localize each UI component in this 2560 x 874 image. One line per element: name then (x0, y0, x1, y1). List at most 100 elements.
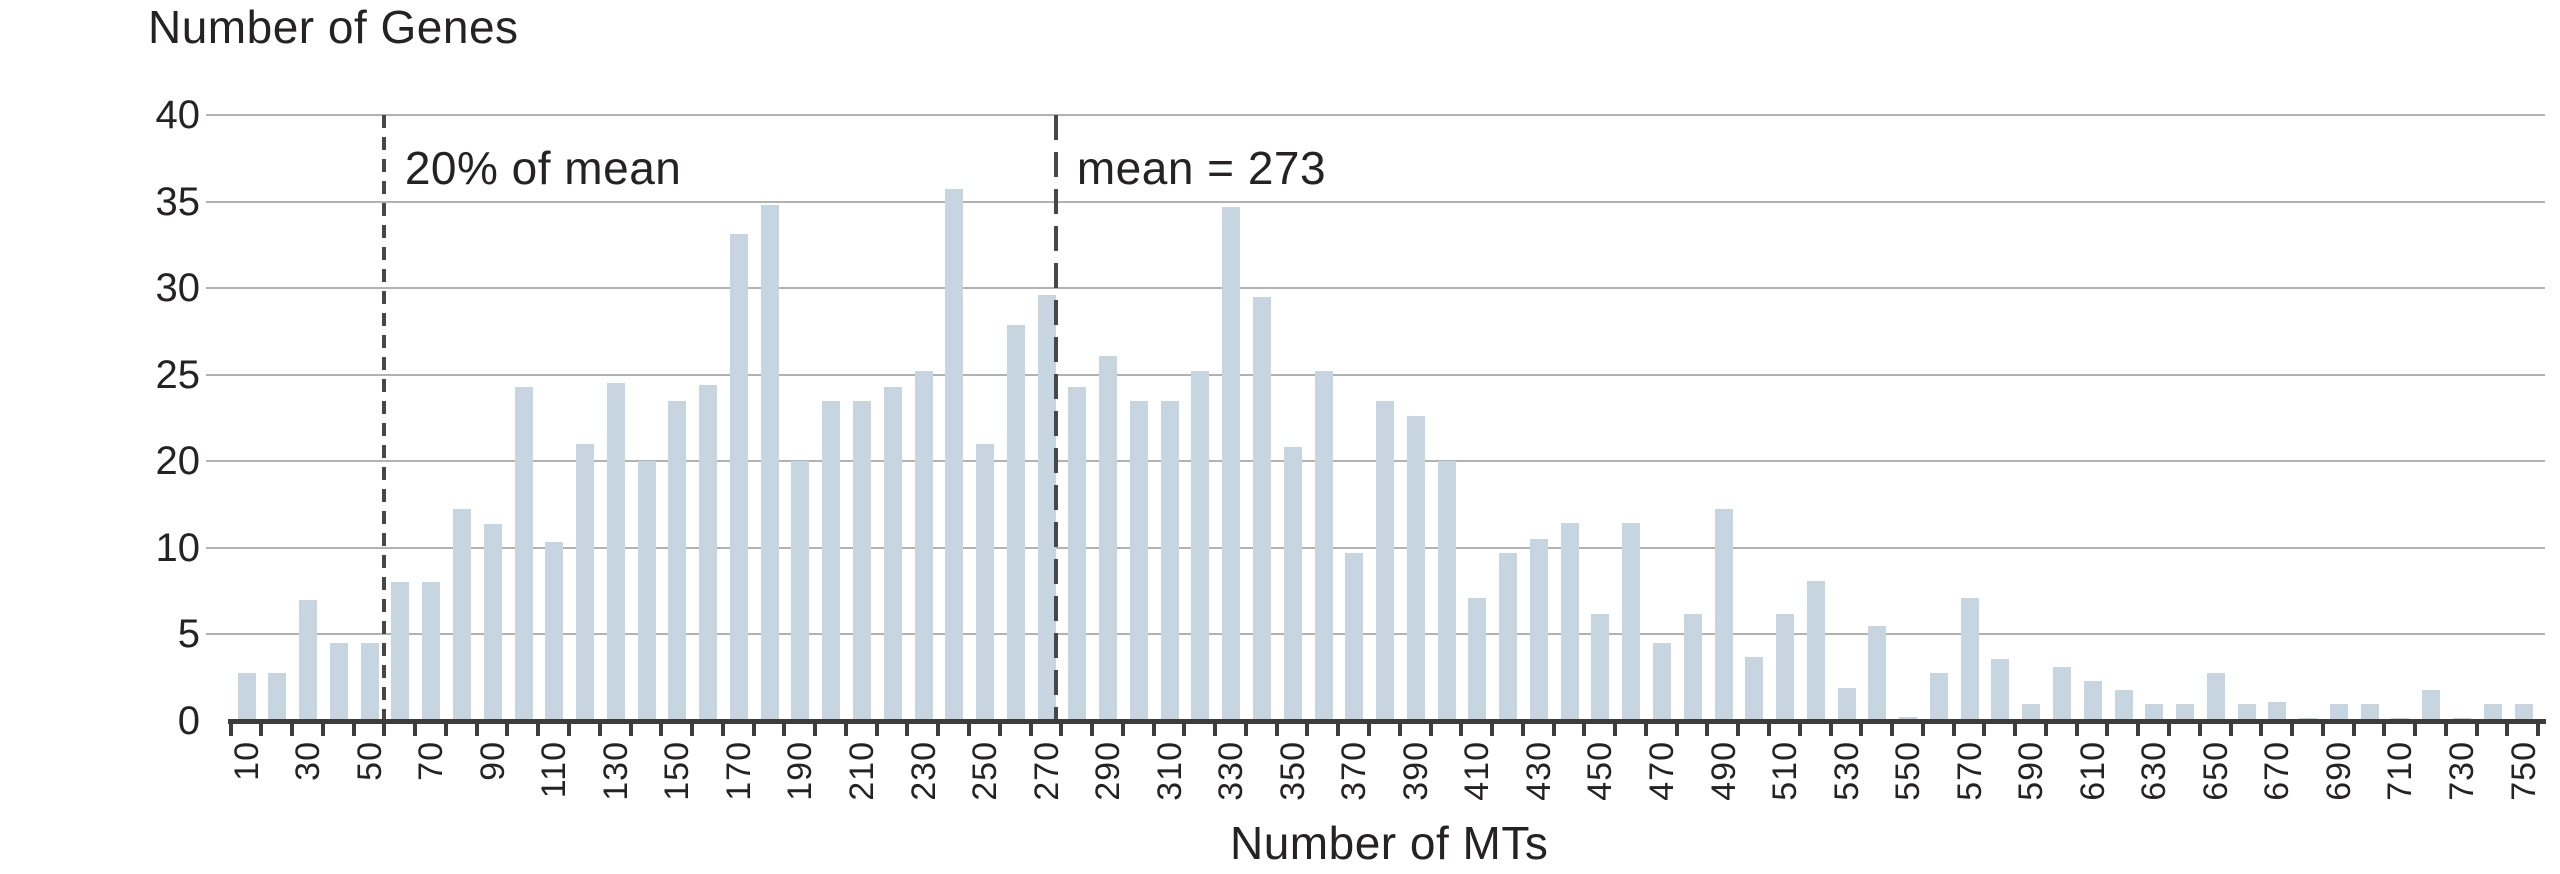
x-tick (597, 721, 602, 736)
x-tick-label-590: 590 (2011, 741, 2051, 833)
x-tick-label-110: 110 (534, 741, 574, 833)
x-tick (1982, 721, 1987, 736)
bar-mt-450 (1591, 613, 1610, 721)
x-tick (2228, 721, 2233, 736)
bar-mt-470 (1653, 643, 1671, 721)
x-tick-label-230: 230 (904, 741, 944, 833)
x-tick (259, 721, 264, 736)
x-tick-label-text: 410 (1458, 741, 1497, 801)
x-tick (690, 721, 695, 736)
x-tick (1182, 721, 1187, 736)
bar-mt-320 (1191, 371, 1210, 721)
x-tick (1336, 721, 1341, 736)
x-tick (1890, 721, 1895, 736)
x-tick-label-text: 610 (2073, 741, 2112, 801)
bar-mt-160 (699, 385, 718, 721)
x-tick (2382, 721, 2387, 736)
x-tick (843, 721, 848, 736)
x-tick-label-text: 530 (1827, 741, 1866, 801)
bar-mt-560 (1929, 672, 1948, 721)
x-tick (443, 721, 448, 736)
x-tick (1305, 721, 1310, 736)
x-tick (1459, 721, 1464, 736)
bar-mt-740 (2483, 703, 2502, 721)
bar-mt-370 (1345, 553, 1364, 721)
mean-annotation-label: mean = 273 (1076, 142, 1327, 194)
gridline-35 (206, 200, 2545, 203)
x-tick (2197, 721, 2202, 736)
x-tick (474, 721, 479, 736)
x-tick-label-250: 250 (965, 741, 1005, 833)
x-tick (2474, 721, 2479, 736)
x-tick-label-270: 270 (1027, 741, 1067, 833)
x-tick-label-text: 670 (2258, 741, 2297, 801)
x-tick-label-310: 310 (1150, 741, 1190, 833)
x-tick (874, 721, 879, 736)
x-tick (997, 721, 1002, 736)
bar-mt-620 (2114, 689, 2133, 721)
x-tick (1674, 721, 1679, 736)
pct20-dashed-line (381, 115, 386, 721)
x-tick (1397, 721, 1402, 736)
bar-mt-300 (1129, 400, 1148, 721)
x-tick (290, 721, 295, 736)
x-tick (566, 721, 571, 736)
x-tick (1582, 721, 1587, 736)
bar-mt-200 (822, 400, 841, 721)
bar-mt-20 (268, 672, 287, 721)
x-tick-label-text: 510 (1766, 741, 1805, 801)
x-tick-label-750: 750 (2504, 741, 2544, 833)
x-tick-label-text: 250 (966, 741, 1005, 801)
bar-mt-400 (1437, 461, 1456, 721)
x-tick (413, 721, 418, 736)
x-tick (966, 721, 971, 736)
x-tick (1920, 721, 1925, 736)
x-tick-label-text: 230 (904, 741, 943, 801)
gridline-40 (206, 114, 2545, 116)
x-tick (1090, 721, 1095, 736)
x-tick (2136, 721, 2141, 736)
bar-mt-600 (2053, 667, 2071, 721)
x-tick (1213, 721, 1218, 736)
y-tick-label-40: 40 (155, 93, 201, 137)
x-tick (1490, 721, 1495, 736)
bar-mt-250 (976, 443, 995, 721)
x-tick-label-570: 570 (1950, 741, 1990, 833)
x-tick (720, 721, 725, 736)
x-tick-label-text: 490 (1704, 741, 1743, 801)
bar-mt-310 (1160, 400, 1179, 721)
bar-mt-330 (1222, 206, 1241, 721)
x-tick (1428, 721, 1433, 736)
y-tick-label-10: 10 (155, 525, 201, 570)
gridline-25 (206, 373, 2545, 376)
bar-mt-50 (360, 643, 379, 721)
bar-mt-120 (576, 443, 595, 721)
x-tick-label-text: 330 (1212, 741, 1251, 801)
bar-mt-580 (1991, 658, 2010, 721)
x-tick-label-550: 550 (1888, 741, 1928, 833)
x-tick (905, 721, 910, 736)
x-tick (2320, 721, 2325, 736)
x-tick (751, 721, 756, 736)
x-tick-label-text: 370 (1335, 741, 1374, 801)
x-tick-label-650: 650 (2196, 741, 2236, 833)
x-tick-label-130: 130 (596, 741, 636, 833)
x-tick (1551, 721, 1556, 736)
bar-mt-700 (2360, 703, 2379, 721)
x-tick-label-530: 530 (1827, 741, 1867, 833)
x-tick (351, 721, 356, 736)
x-tick (505, 721, 510, 736)
x-tick (1028, 721, 1033, 736)
x-tick-label-text: 90 (473, 741, 512, 781)
x-tick (936, 721, 941, 736)
bar-mt-220 (883, 386, 902, 721)
bar-mt-90 (483, 523, 502, 721)
bar-mt-480 (1683, 613, 1702, 721)
x-tick (1705, 721, 1710, 736)
x-tick (1243, 721, 1248, 736)
bar-mt-670 (2268, 701, 2287, 721)
x-tick (2043, 721, 2048, 736)
x-tick-label-text: 750 (2504, 741, 2543, 801)
x-tick-label-190: 190 (780, 741, 820, 833)
bar-mt-280 (1068, 386, 1087, 721)
